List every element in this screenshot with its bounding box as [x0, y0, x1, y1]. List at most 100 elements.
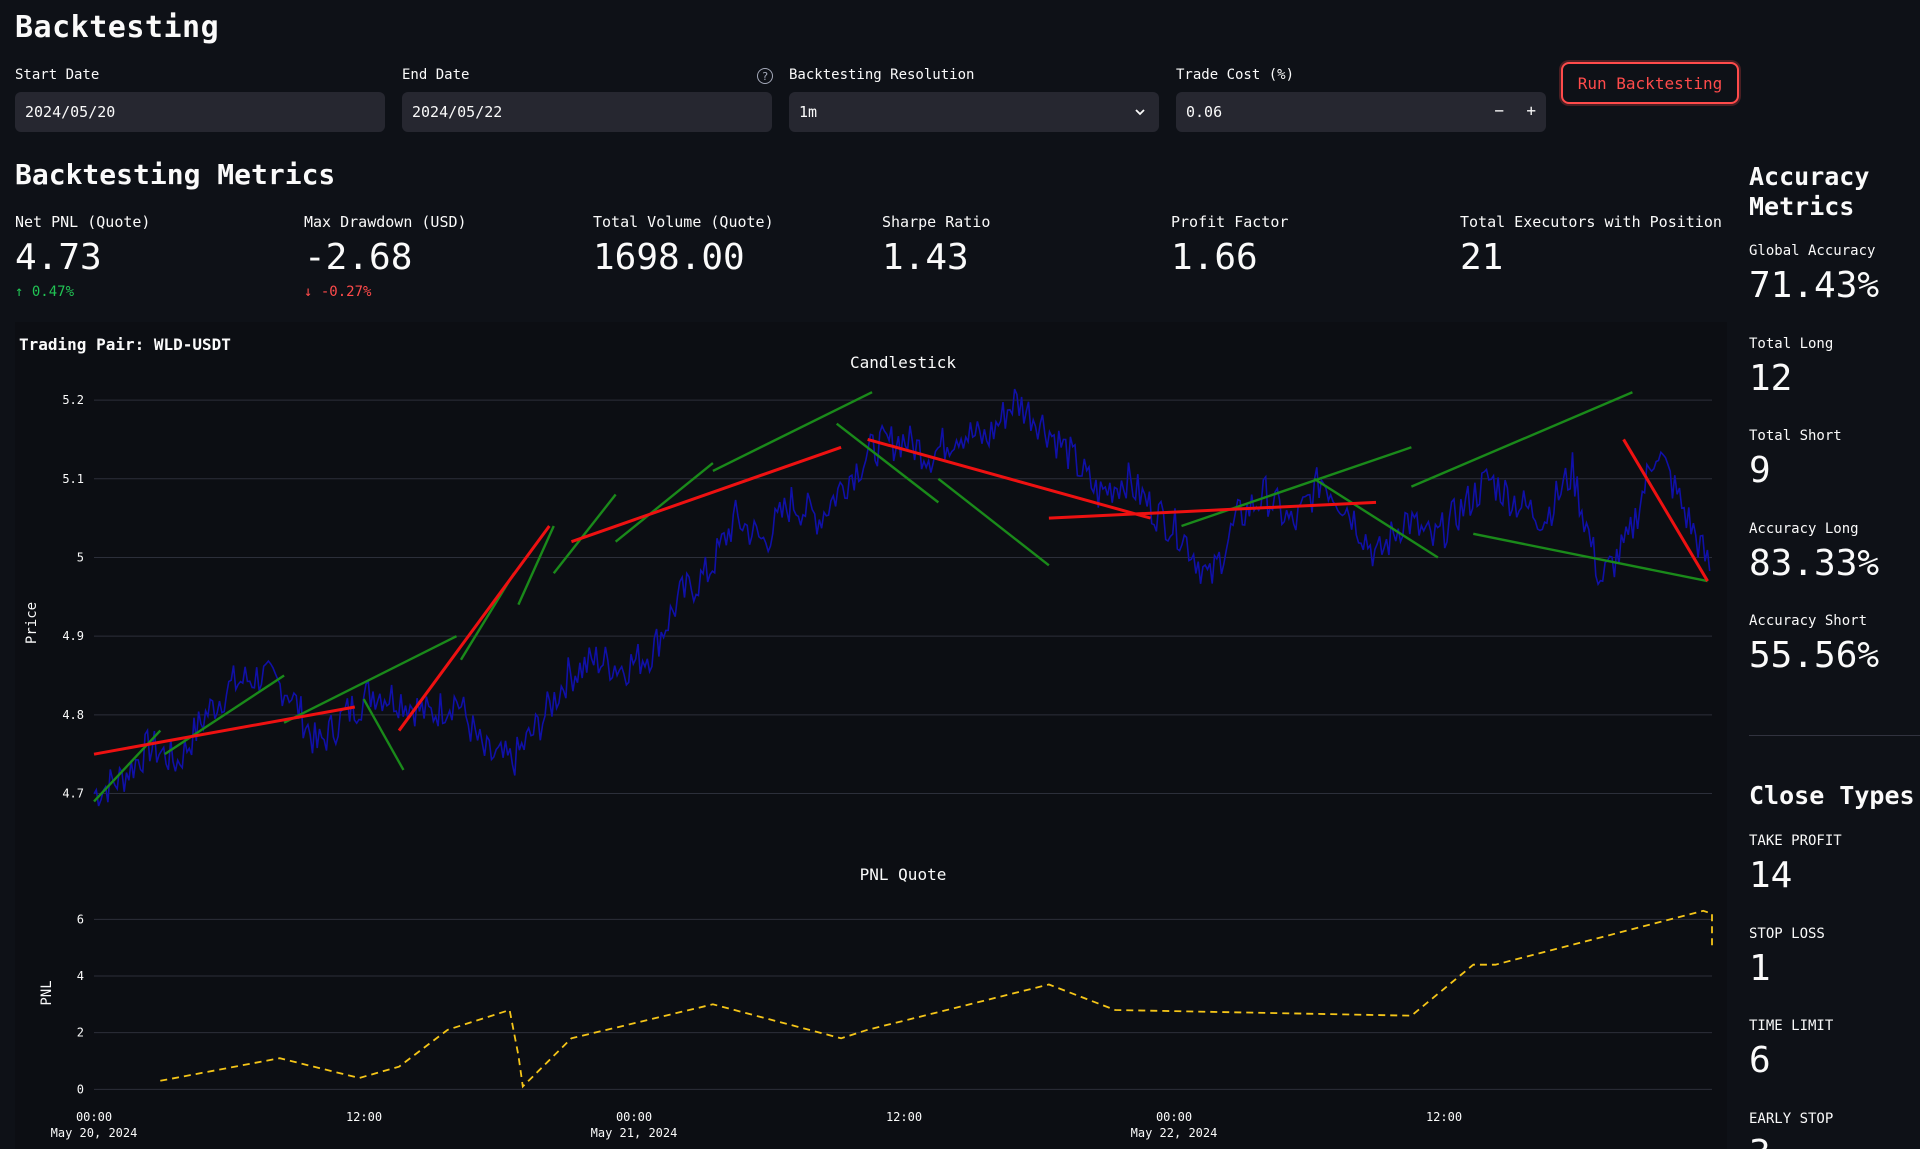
close-type-early-stop: EARLY STOP 3 — [1749, 1111, 1833, 1149]
run-backtesting-button[interactable]: Run Backtesting — [1561, 62, 1739, 104]
accuracy-label: Global Accuracy — [1749, 243, 1876, 259]
long-position-line — [93, 729, 162, 803]
close-type-label: EARLY STOP — [1749, 1111, 1834, 1127]
metric-label: Total Executors with Position — [1460, 213, 1722, 231]
accuracy-short: Accuracy Short 55.56% — [1749, 613, 1879, 676]
short-position-line — [397, 525, 551, 732]
pnl-tick-label: 0 — [77, 1082, 84, 1096]
increment-button[interactable]: + — [1526, 101, 1536, 120]
price-tick-label: 4.7 — [62, 787, 84, 801]
metric-value: 1698.00 — [593, 237, 745, 278]
trade-cost-value: 0.06 — [1186, 103, 1223, 121]
accuracy-value: 9 — [1749, 450, 1771, 491]
x-tick-label: 00:00 — [616, 1110, 652, 1124]
accuracy-label: Accuracy Long — [1749, 521, 1859, 537]
close-types-title: Close Types — [1749, 781, 1915, 810]
metric-value: 1.43 — [882, 237, 969, 278]
resolution-value: 1m — [799, 103, 818, 121]
price-tick-label: 5.1 — [62, 472, 84, 486]
candlestick-title: Candlestick — [850, 353, 956, 372]
x-tick-date-label: May 21, 2024 — [591, 1126, 678, 1140]
short-position-line — [93, 705, 356, 756]
x-tick-label: 00:00 — [1156, 1110, 1192, 1124]
long-position-line — [283, 635, 458, 724]
accuracy-value: 83.33% — [1749, 543, 1880, 584]
start-date-input[interactable]: 2024/05/20 — [15, 92, 385, 132]
trade-cost-label: Trade Cost (%) — [1176, 67, 1295, 83]
trading-pair-label: Trading Pair: WLD-USDT — [19, 335, 231, 354]
long-position-line — [517, 525, 555, 606]
long-position-line — [1313, 477, 1439, 559]
pnl-tick-label: 6 — [77, 912, 84, 926]
accuracy-label: Total Long — [1749, 336, 1834, 352]
price-axis-label: Price — [24, 602, 40, 644]
metric-value: 21 — [1460, 237, 1504, 278]
price-tick-label: 5.2 — [62, 393, 84, 407]
backtest-charts[interactable]: Trading Pair: WLD-USDT Candlestick Price… — [0, 0, 1745, 1149]
accuracy-total-short: Total Short 9 — [1749, 428, 1842, 491]
metric-delta: ↓ -0.27% — [304, 284, 372, 300]
price-tick-label: 4.8 — [62, 708, 84, 722]
pnl-series-line — [160, 909, 1713, 1089]
price-tick-label: 5 — [77, 550, 84, 564]
metric-label: Max Drawdown (USD) — [304, 213, 467, 231]
start-date-label: Start Date — [15, 67, 100, 83]
chevron-down-icon — [1135, 109, 1145, 116]
pnl-title: PNL Quote — [860, 865, 947, 884]
close-type-label: TIME LIMIT — [1749, 1018, 1834, 1034]
help-icon[interactable]: ? — [757, 68, 773, 84]
accuracy-label: Accuracy Short — [1749, 613, 1868, 629]
resolution-label: Backtesting Resolution — [789, 67, 975, 83]
metric-total-volume: Total Volume (Quote) 1698.00 — [593, 213, 774, 278]
close-type-label: TAKE PROFIT — [1749, 833, 1842, 849]
arrow-down-icon: ↓ — [304, 284, 313, 300]
metric-value: 1.66 — [1171, 237, 1258, 278]
accuracy-value: 12 — [1749, 358, 1793, 399]
chart-panel — [15, 322, 1727, 1149]
pnl-tick-label: 4 — [77, 969, 84, 983]
accuracy-title: Accuracy Metrics — [1749, 162, 1870, 221]
page-title: Backtesting — [15, 10, 220, 45]
decrement-button[interactable]: − — [1494, 101, 1504, 120]
x-tick-label: 12:00 — [886, 1110, 922, 1124]
metric-max-drawdown: Max Drawdown (USD) -2.68 ↓ -0.27% — [304, 213, 467, 300]
long-position-line — [614, 462, 714, 543]
accuracy-long: Accuracy Long 83.33% — [1749, 521, 1879, 584]
long-position-line — [552, 493, 617, 574]
close-type-value: 6 — [1749, 1040, 1771, 1081]
long-position-line — [362, 698, 405, 771]
arrow-up-icon: ↑ — [15, 284, 24, 300]
metrics-title: Backtesting Metrics — [15, 158, 336, 191]
end-date-label: End Date — [402, 67, 470, 83]
long-position-line — [1473, 532, 1708, 583]
long-position-line — [712, 391, 873, 472]
close-type-time-limit: TIME LIMIT 6 — [1749, 1018, 1833, 1081]
x-tick-label: 12:00 — [1426, 1110, 1462, 1124]
end-date-value: 2024/05/22 — [412, 103, 503, 121]
long-position-line — [835, 422, 940, 504]
x-tick-date-label: May 20, 2024 — [51, 1126, 138, 1140]
end-date-input[interactable]: 2024/05/22 — [402, 92, 772, 132]
x-tick-date-label: May 22, 2024 — [1131, 1126, 1218, 1140]
metric-value: -2.68 — [304, 237, 413, 278]
accuracy-total-long: Total Long 12 — [1749, 336, 1833, 399]
metric-sharpe-ratio: Sharpe Ratio 1.43 — [882, 213, 990, 278]
metric-value: 4.73 — [15, 237, 102, 278]
sidebar-divider — [1749, 735, 1920, 736]
metric-profit-factor: Profit Factor 1.66 — [1171, 213, 1288, 278]
x-tick-label: 00:00 — [76, 1110, 112, 1124]
trade-cost-input[interactable]: 0.06 − + — [1176, 92, 1546, 132]
short-position-line — [867, 437, 1151, 520]
close-type-value: 14 — [1749, 855, 1793, 896]
resolution-select[interactable]: 1m — [789, 92, 1159, 132]
metric-net-pnl: Net PNL (Quote) 4.73 ↑ 0.47% — [15, 213, 150, 300]
metric-delta: ↑ 0.47% — [15, 284, 75, 300]
x-tick-label: 12:00 — [346, 1110, 382, 1124]
long-position-line — [164, 674, 285, 756]
short-position-line — [570, 445, 842, 544]
close-type-take-profit: TAKE PROFIT 14 — [1749, 833, 1842, 896]
close-type-label: STOP LOSS — [1749, 926, 1825, 942]
metric-total-executors: Total Executors with Position 21 — [1460, 213, 1722, 278]
accuracy-value: 55.56% — [1749, 635, 1880, 676]
pnl-tick-label: 2 — [77, 1026, 84, 1040]
